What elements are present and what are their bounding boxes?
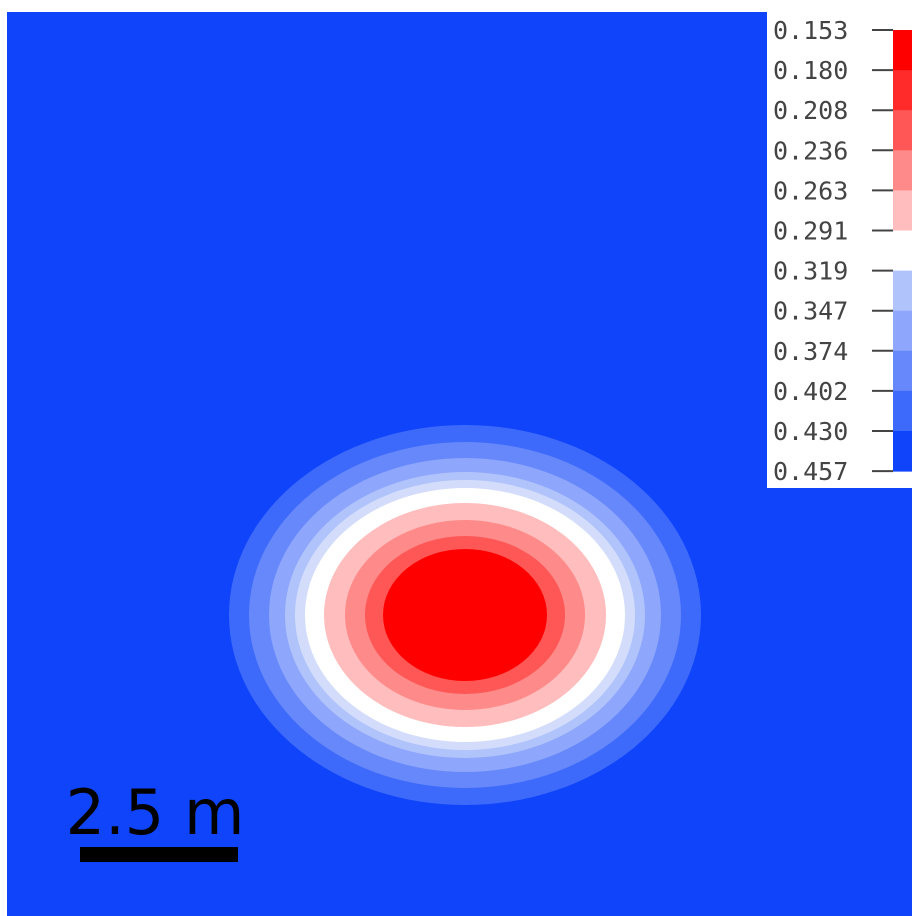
- legend-tick-label: 0.374: [773, 337, 848, 366]
- contour-bands: [229, 425, 701, 805]
- scale-bar: 2.5 m: [66, 776, 245, 862]
- legend-tick-label: 0.291: [773, 217, 848, 246]
- scale-bar-label: 2.5 m: [66, 776, 245, 849]
- legend-tick-label: 0.430: [773, 417, 848, 446]
- legend-tick-label: 0.402: [773, 377, 848, 406]
- legend-swatch: [893, 390, 912, 432]
- legend-swatch: [893, 190, 912, 231]
- legend-swatch: [893, 270, 912, 312]
- legend-ticks: 0.153 0.180 0.208 0.236 0.263 0.291 0.319 0.347…: [773, 16, 893, 486]
- legend-tick-label: 0.236: [773, 136, 848, 165]
- legend-tick-label: 0.347: [773, 297, 848, 326]
- legend-tick-label: 0.208: [773, 96, 848, 125]
- legend-swatches: [893, 30, 912, 472]
- legend-swatch: [893, 431, 912, 472]
- legend-swatch: [893, 30, 912, 71]
- scale-bar-line: [80, 847, 238, 862]
- legend-swatch: [893, 230, 912, 272]
- legend-tick-label: 0.263: [773, 176, 848, 205]
- legend-swatch: [893, 70, 912, 111]
- colorbar-legend: 0.153 0.180 0.208 0.236 0.263 0.291 0.319 0.347…: [767, 12, 912, 488]
- legend-tick-label: 0.457: [773, 457, 848, 486]
- legend-tick-label: 0.153: [773, 16, 848, 45]
- legend-tick-label: 0.180: [773, 56, 848, 85]
- legend-swatch: [893, 350, 912, 392]
- contour-core: [383, 549, 547, 681]
- legend-tick-label: 0.319: [773, 257, 848, 286]
- legend-swatch: [893, 150, 912, 191]
- legend-swatch: [893, 110, 912, 151]
- legend-swatch: [893, 310, 912, 352]
- legend-box: [767, 12, 912, 488]
